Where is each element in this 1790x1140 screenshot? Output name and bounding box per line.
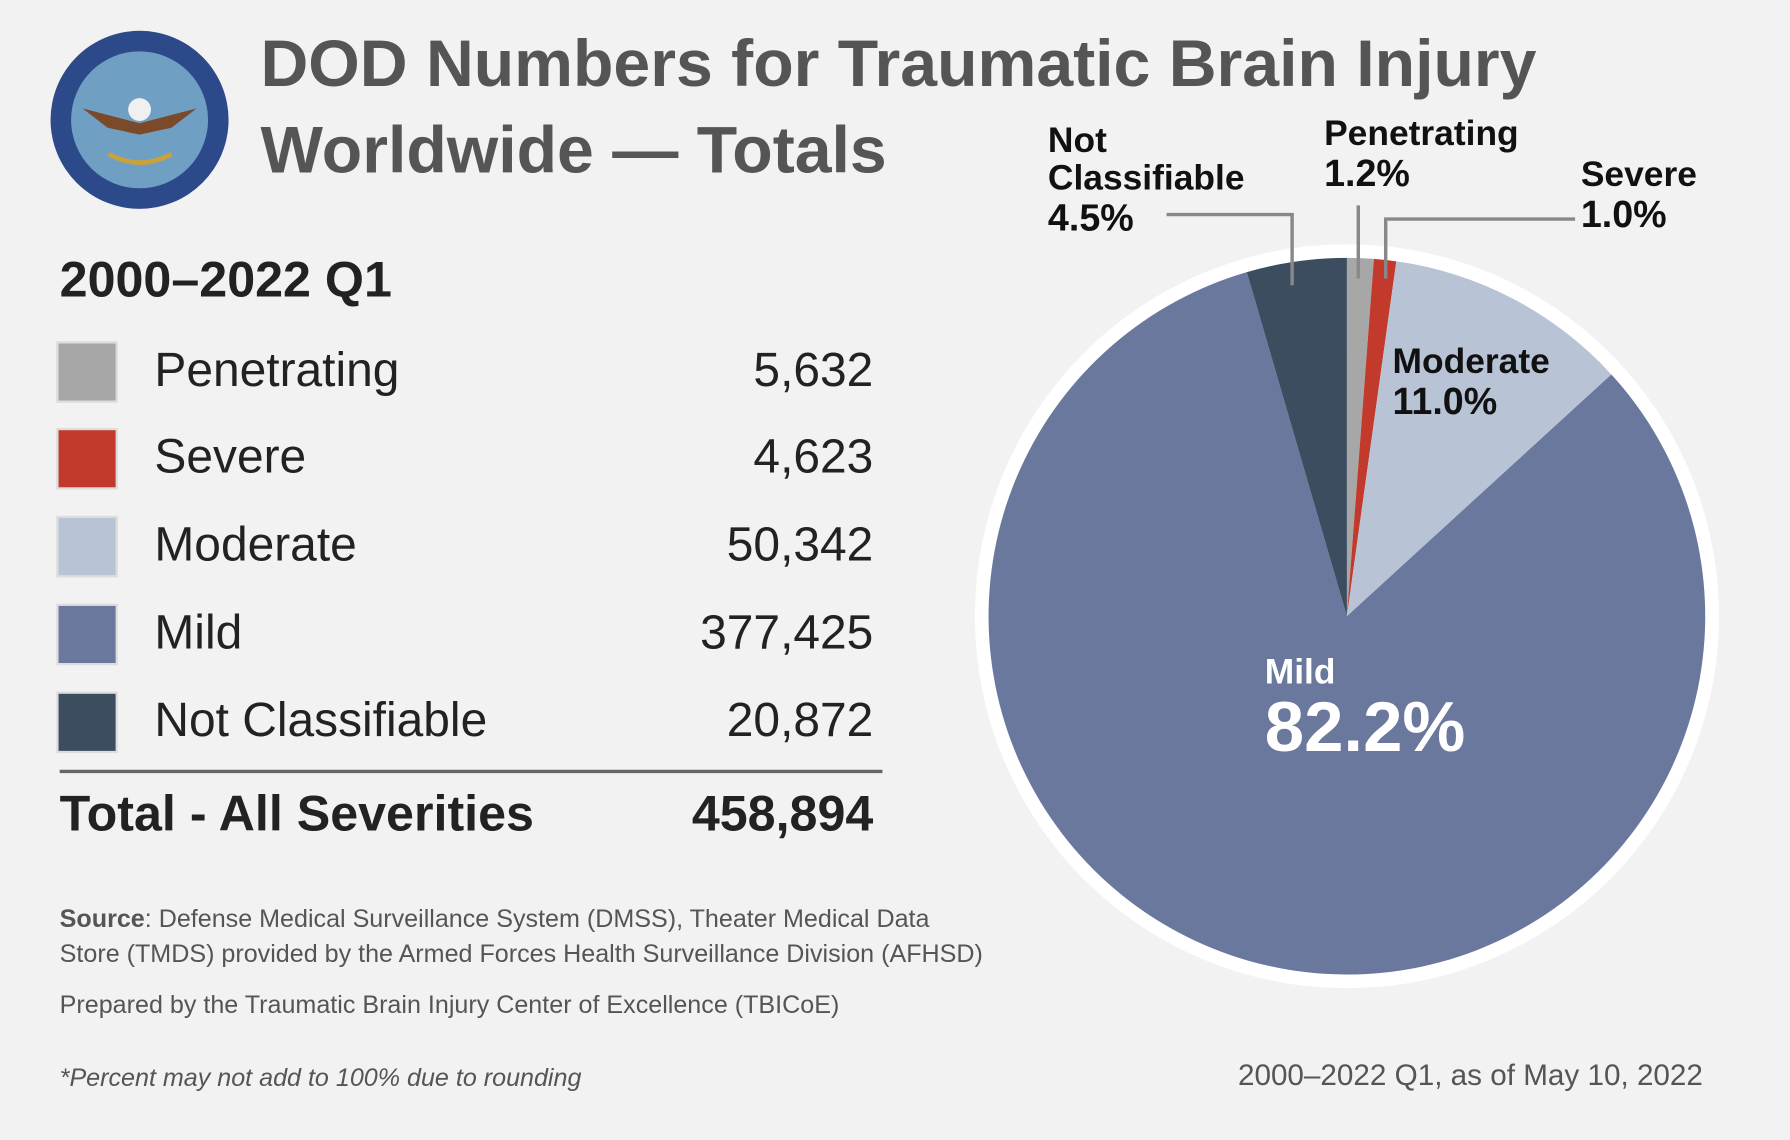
slice-name: Not Classifiable [1047,120,1245,198]
title-line-2: Worldwide — Totals [261,114,887,188]
legend-label: Penetrating [154,344,399,397]
legend-label: Not Classifiable [154,694,487,747]
leader-line [1166,212,1294,286]
legend-count: 4,623 [753,431,873,484]
legend-swatch [56,691,118,754]
total-label: Total - All Severities [60,785,534,841]
slice-percent: 4.5% [1047,196,1134,239]
slice-label-box: Severe 1.0% [1581,155,1741,235]
pie-slice [1246,257,1347,617]
legend-label: Severe [154,431,306,484]
slice-percent: 1.2% [1324,151,1410,194]
pie-slice [988,272,1706,975]
dod-seal [50,30,229,209]
slice-name: Mild [1264,652,1336,692]
slice-percent: 11.0% [1392,380,1498,423]
pie [988,257,1706,975]
slice-label-box: Moderate 11.0% [1393,342,1621,422]
pie-slice [1346,261,1612,617]
pie-slice [1346,257,1374,617]
slice-name: Moderate [1392,342,1550,382]
source-text: Store (TMDS) provided by the Armed Force… [60,940,983,968]
legend-count: 5,632 [753,344,873,397]
pie-slice [1346,258,1397,617]
seal-eagle [82,108,197,135]
prepared-by: Prepared by the Traumatic Brain Injury C… [60,991,840,1019]
legend-label: Moderate [154,518,356,571]
slice-name: Severe [1580,155,1697,194]
legend-count: 20,872 [727,694,874,747]
leader-line [1383,217,1576,279]
legend-count: 377,425 [700,606,873,659]
title-line-1: DOD Numbers for Traumatic Brain Injury [261,27,1537,101]
source-text: : Defense Medical Surveillance System (D… [145,904,930,932]
subtitle: 2000–2022 Q1 [60,251,392,307]
footnote: *Percent may not add to 100% due to roun… [60,1064,582,1092]
date-note: 2000–2022 Q1, as of May 10, 2022 [1238,1059,1703,1092]
slice-label-box: Not Classifiable 4.5% [1048,121,1276,239]
slice-label-box: Penetrating 1.2% [1324,114,1575,194]
legend-count: 50,342 [727,518,874,571]
total-value: 458,894 [692,785,874,841]
slice-percent: 1.0% [1580,192,1667,236]
leader-lines [1166,205,1576,286]
slice-label-box: Mild 82.2% [1265,653,1562,766]
source-label: Source [60,904,145,932]
legend-label: Mild [154,606,242,659]
legend-swatch [56,515,118,578]
slice-percent: 82.2% [1264,688,1466,767]
legend-swatch [56,427,118,490]
source: Source: Defense Medical Surveillance Sys… [60,904,930,932]
slice-name: Penetrating [1324,114,1519,153]
legend-swatch [56,603,118,666]
legend-swatch [56,341,118,403]
seal-laurel [107,152,173,165]
seal-head [128,98,151,121]
